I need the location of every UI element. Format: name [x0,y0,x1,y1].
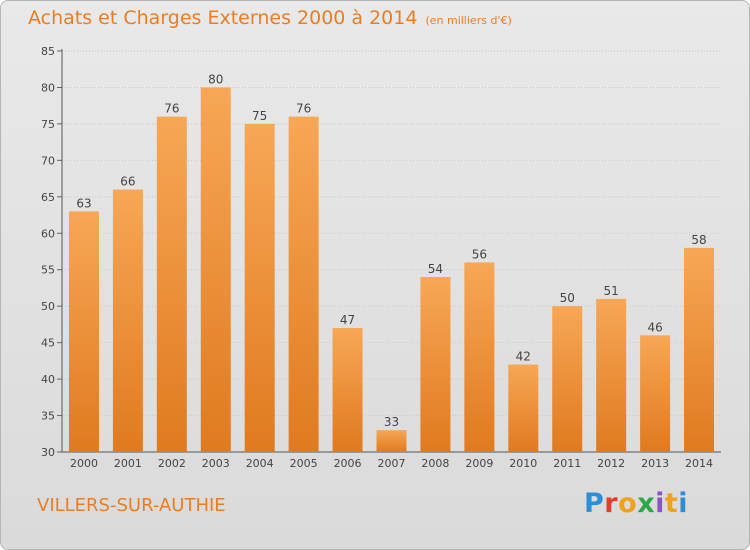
x-tick-label: 2002 [158,457,186,470]
bar-chart: 30 35 40 45 50 55 60 65 70 75 80 85 63 66 76 80 75 76 47 3… [41,45,721,470]
commune-name: VILLERS-SUR-AUTHIE [37,495,226,516]
y-tick-label: 80 [41,81,55,94]
data-label: 66 [120,175,135,189]
logo-letter: P [584,488,605,519]
data-label: 58 [691,233,706,247]
logo-letter: x [637,488,656,519]
y-tick-label: 85 [41,45,55,58]
x-tick-label: 2000 [70,457,98,470]
bar [596,298,627,452]
y-tick-label: 70 [41,154,55,167]
y-tick-label: 45 [41,337,55,350]
data-label: 63 [76,196,91,210]
data-label: 47 [340,313,355,327]
x-tick-label: 2012 [597,457,625,470]
bar [464,262,495,452]
logo-letter: i [678,488,689,519]
bar [420,277,451,452]
x-tick-label: 2006 [334,457,362,470]
data-label: 56 [472,247,487,261]
x-tick-label: 2010 [509,457,537,470]
x-tick-label: 2014 [685,457,713,470]
bar [112,189,143,452]
logo-letter: r [604,488,619,519]
bar [552,306,583,452]
x-tick-label: 2008 [421,457,449,470]
data-label: 76 [164,102,179,116]
bar [332,328,363,452]
data-label: 42 [516,350,531,364]
chart-unit: (en milliers d'€) [425,14,512,27]
bar [640,335,671,452]
x-tick-label: 2004 [246,457,274,470]
bar [156,116,187,453]
proxiti-logo: Proxiti [584,488,688,519]
x-tick-label: 2003 [202,457,230,470]
x-tick-label: 2011 [553,457,581,470]
y-tick-label: 65 [41,191,55,204]
y-tick-label: 60 [41,227,55,240]
bar [68,211,99,452]
data-label: 46 [647,320,662,334]
y-tick-label: 55 [41,264,55,277]
data-label: 80 [208,72,223,86]
logo-letter: t [664,488,679,519]
data-label: 50 [560,291,575,305]
chart-title-block: Achats et Charges Externes 2000 à 2014 (e… [28,7,512,29]
data-label: 33 [384,415,399,429]
bar [684,247,715,452]
x-tick-label: 2001 [114,457,142,470]
x-tick-label: 2013 [641,457,669,470]
data-label: 51 [604,284,619,298]
x-tick-label: 2007 [378,457,406,470]
data-label: 75 [252,109,267,123]
y-tick-label: 30 [41,446,55,459]
bar [244,123,275,452]
bar [508,364,539,452]
x-tick-label: 2005 [290,457,318,470]
chart-title: Achats et Charges Externes 2000 à 2014 [28,7,418,29]
x-tick-label: 2009 [465,457,493,470]
bar [376,430,407,452]
bar [288,116,319,453]
logo-letter: o [618,488,638,519]
y-tick-label: 50 [41,300,55,313]
data-label: 54 [428,262,443,276]
bar [200,87,231,453]
y-tick-label: 75 [41,118,55,131]
data-label: 76 [296,102,311,116]
logo-letter: i [655,488,665,519]
bars: 63 66 76 80 75 76 47 33 54 56 42 50 51 46 58 [68,72,715,453]
x-axis-labels: 2000 2001 2002 2003 2004 2005 2006 2007 2008 2009… [70,457,713,470]
y-tick-label: 40 [41,373,55,386]
y-tick-label: 35 [41,410,55,423]
